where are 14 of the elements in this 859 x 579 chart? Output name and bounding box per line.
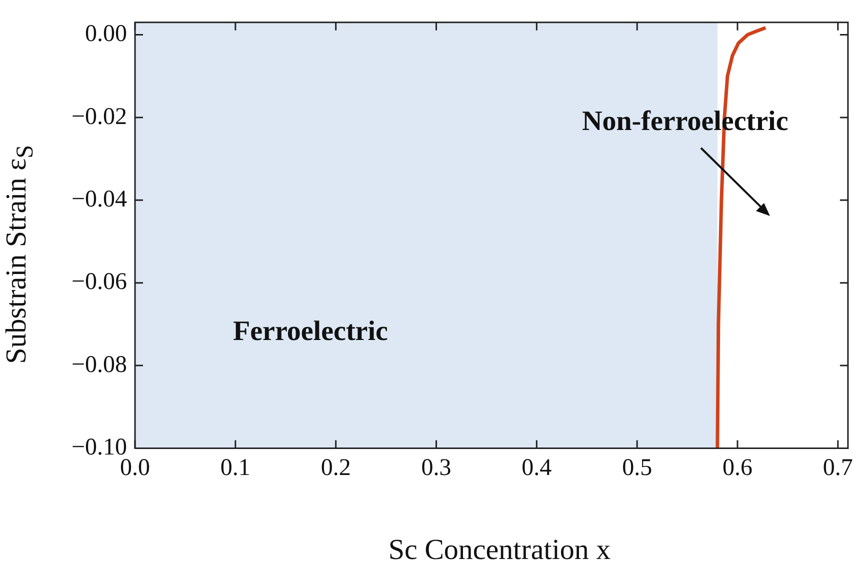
annotation: Ferroelectric <box>233 316 388 348</box>
y-tick-label: −0.06 <box>71 269 127 296</box>
x-tick-label: 0.1 <box>220 454 250 481</box>
y-tick-label: −0.02 <box>71 104 127 130</box>
x-tick-label: 0.5 <box>622 454 652 481</box>
x-axis-title: Sc Concentration x <box>387 534 612 567</box>
x-tick-label: 0.7 <box>822 454 853 481</box>
x-tick-label: 0.2 <box>320 454 351 481</box>
y-tick-label: −0.04 <box>71 186 127 212</box>
y-tick-label: −0.08 <box>71 352 127 378</box>
x-tick-label: 0.6 <box>722 454 752 481</box>
y-tick-label: 0.00 <box>85 21 127 48</box>
x-tick-label: 0.3 <box>421 454 452 481</box>
x-tick-label: 0.4 <box>522 454 552 481</box>
